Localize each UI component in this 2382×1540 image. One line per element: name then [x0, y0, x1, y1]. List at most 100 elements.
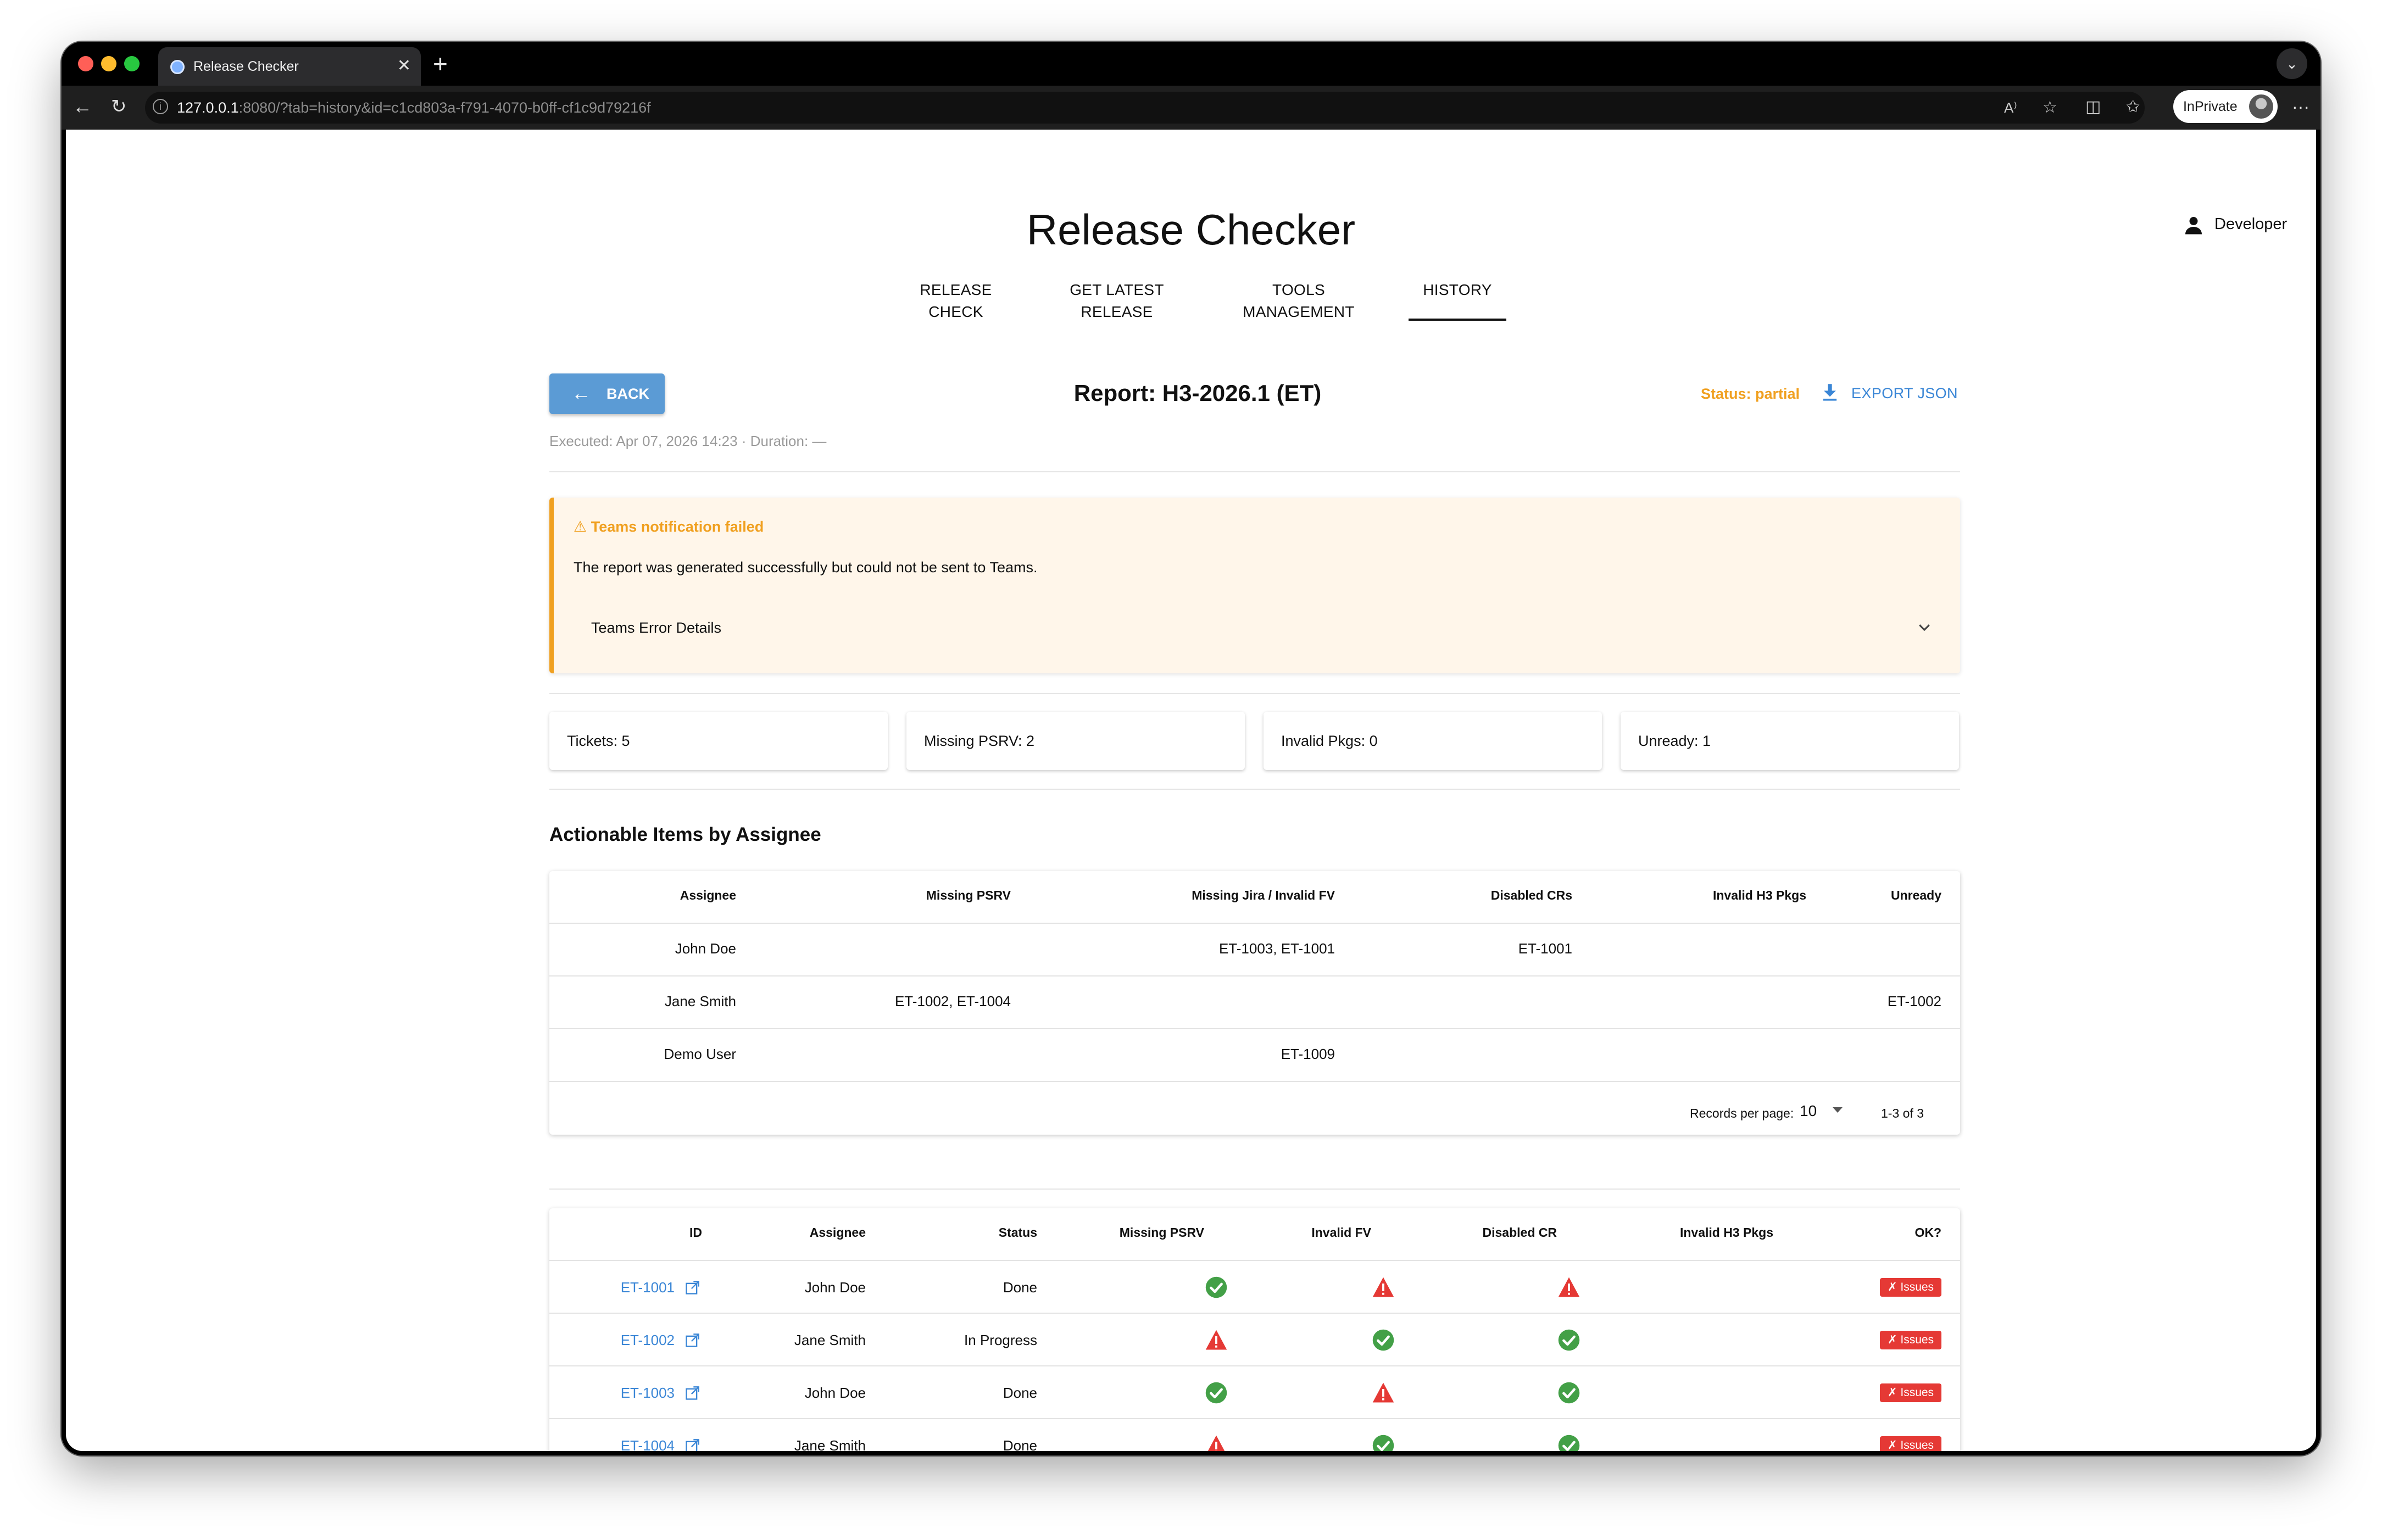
browser-tab[interactable]: Release Checker ✕: [158, 47, 421, 86]
close-tab-icon[interactable]: ✕: [397, 57, 411, 75]
stat-label: Unready: 1: [1638, 733, 1711, 749]
teams-error-details-toggle[interactable]: Teams Error Details: [591, 620, 722, 636]
cell-status: Done: [1003, 1437, 1037, 1451]
cell-unready: ET-1002: [1887, 993, 1941, 1009]
row-divider: [549, 975, 1960, 977]
column-header: Assignee: [809, 1225, 866, 1240]
chevron-down-icon[interactable]: [1916, 620, 1933, 636]
column-header: Disabled CRs: [1490, 888, 1572, 902]
warning-triangle-icon: [1205, 1330, 1227, 1350]
divider: [549, 693, 1960, 694]
new-tab-icon[interactable]: +: [433, 49, 448, 78]
browser-window: Release Checker ✕ + ⌄ ← ↻ i 127.0.0.1:80…: [62, 42, 2320, 1455]
column-header: OK?: [1914, 1225, 1941, 1240]
ticket-id-link[interactable]: ET-1001: [620, 1279, 675, 1296]
issues-badge: ✗ Issues: [1880, 1383, 1941, 1402]
section-title: Actionable Items by Assignee: [549, 824, 821, 845]
caret-down-icon[interactable]: [1833, 1107, 1843, 1113]
report-title: Report: H3-2026.1 (ET): [1073, 380, 1322, 406]
minimize-window-button[interactable]: [101, 56, 116, 71]
cell-assignee: John Doe: [804, 1385, 866, 1401]
inprivate-label: InPrivate: [2183, 99, 2238, 114]
stat-card-invalid-pkgs: Invalid Pkgs: 0: [1264, 712, 1602, 770]
executed-info: Executed: Apr 07, 2026 14:23 · Duration:…: [549, 433, 827, 449]
row-divider: [549, 923, 1960, 924]
external-link-icon[interactable]: [684, 1280, 700, 1296]
column-header: Missing PSRV: [1119, 1225, 1204, 1240]
favorite-star-icon[interactable]: ☆: [2042, 98, 2057, 116]
cell-assignee: Jane Smith: [664, 993, 736, 1009]
row-divider: [549, 1028, 1960, 1029]
pagination-range: 1-3 of 3: [1881, 1106, 1924, 1120]
more-options-icon[interactable]: ···: [2292, 97, 2309, 116]
cell-missing-jira: ET-1003, ET-1001: [1218, 940, 1335, 957]
column-header: Invalid H3 Pkgs: [1712, 888, 1806, 902]
cell-missing-psrv: ET-1002, ET-1004: [894, 993, 1011, 1009]
cell-disabled-crs: ET-1001: [1518, 940, 1572, 957]
tab-tools-management[interactable]: TOOLS MANAGEMENT: [1243, 281, 1355, 320]
column-header: Invalid FV: [1311, 1225, 1371, 1240]
cell-assignee: Demo User: [664, 1046, 736, 1062]
warning-triangle-icon: [1207, 1435, 1225, 1451]
back-button[interactable]: ← BACK: [549, 373, 665, 414]
divider: [549, 471, 1960, 472]
external-link-icon[interactable]: [684, 1386, 700, 1401]
divider: [549, 789, 1960, 790]
cell-assignee: John Doe: [675, 940, 736, 957]
tab-release-check[interactable]: RELEASE CHECK: [920, 281, 992, 320]
tab-list-chevron-icon[interactable]: ⌄: [2277, 48, 2307, 79]
url-text[interactable]: 127.0.0.1:8080/?tab=history&id=c1cd803a-…: [177, 98, 651, 117]
favicon-icon: [170, 60, 185, 74]
external-link-icon[interactable]: [684, 1438, 700, 1451]
tickets-table: ID Assignee Status Missing PSRV Invalid …: [549, 1208, 1960, 1451]
favorites-icon[interactable]: ✩: [2126, 98, 2140, 116]
address-bar[interactable]: i 127.0.0.1:8080/?tab=history&id=c1cd803…: [145, 92, 2145, 124]
export-json-label: EXPORT JSON: [1851, 385, 1958, 401]
check-circle-icon: [1558, 1329, 1580, 1351]
browser-toolbar: ← ↻ i 127.0.0.1:8080/?tab=history&id=c1c…: [62, 86, 2320, 130]
read-aloud-icon[interactable]: A⁾: [2004, 99, 2017, 116]
column-header: Assignee: [680, 888, 736, 902]
column-header: Missing Jira / Invalid FV: [1192, 888, 1335, 902]
maximize-window-button[interactable]: [124, 56, 140, 71]
cell-status: Done: [1003, 1279, 1037, 1296]
external-link-icon[interactable]: [684, 1333, 700, 1348]
back-button-label: BACK: [606, 386, 649, 402]
tab-get-latest-release[interactable]: GET LATEST RELEASE: [1070, 281, 1164, 320]
user-icon: [2185, 217, 2202, 235]
records-per-page-label: Records per page:: [1690, 1106, 1794, 1120]
page-content: Release Checker Developer RELEASE CHECK …: [66, 130, 2316, 1451]
alert-message: The report was generated successfully bu…: [574, 559, 1038, 576]
ticket-id-link[interactable]: ET-1004: [620, 1437, 675, 1451]
issues-badge: ✗ Issues: [1880, 1331, 1941, 1349]
status-text: Status: partial: [1701, 386, 1800, 402]
tab-history[interactable]: HISTORY: [1409, 279, 1506, 321]
cell-assignee: Jane Smith: [794, 1332, 866, 1348]
ticket-id-link[interactable]: ET-1002: [620, 1332, 675, 1348]
records-per-page-select[interactable]: 10: [1800, 1102, 1817, 1119]
row-divider: [549, 1081, 1960, 1082]
user-name: Developer: [2214, 215, 2288, 233]
browser-tab-strip: Release Checker ✕ + ⌄: [62, 42, 2320, 86]
download-icon: [1823, 384, 1837, 401]
inprivate-badge[interactable]: InPrivate: [2173, 90, 2278, 123]
site-info-icon[interactable]: i: [153, 99, 168, 114]
stat-label: Tickets: 5: [567, 733, 630, 749]
refresh-icon[interactable]: ↻: [111, 96, 127, 117]
url-path: :8080/?tab=history&id=c1cd803a-f791-4070…: [238, 99, 651, 116]
stat-card-unready: Unready: 1: [1621, 712, 1959, 770]
check-circle-icon: [1558, 1382, 1580, 1404]
column-header: Disabled CR: [1482, 1225, 1557, 1240]
cell-missing-jira: ET-1009: [1281, 1046, 1335, 1062]
back-arrow-icon[interactable]: ←: [73, 95, 92, 118]
column-header: Missing PSRV: [926, 888, 1011, 902]
warning-triangle-icon: [1558, 1277, 1580, 1297]
column-header: Status: [998, 1225, 1037, 1240]
cell-status: In Progress: [964, 1332, 1037, 1348]
ticket-id-link[interactable]: ET-1003: [620, 1385, 675, 1401]
split-screen-icon[interactable]: ◫: [2085, 98, 2101, 116]
actionable-items-table: Assignee Missing PSRV Missing Jira / Inv…: [549, 871, 1960, 1135]
close-window-button[interactable]: [78, 56, 93, 71]
check-circle-icon: [1558, 1435, 1580, 1451]
cell-assignee: John Doe: [804, 1279, 866, 1296]
